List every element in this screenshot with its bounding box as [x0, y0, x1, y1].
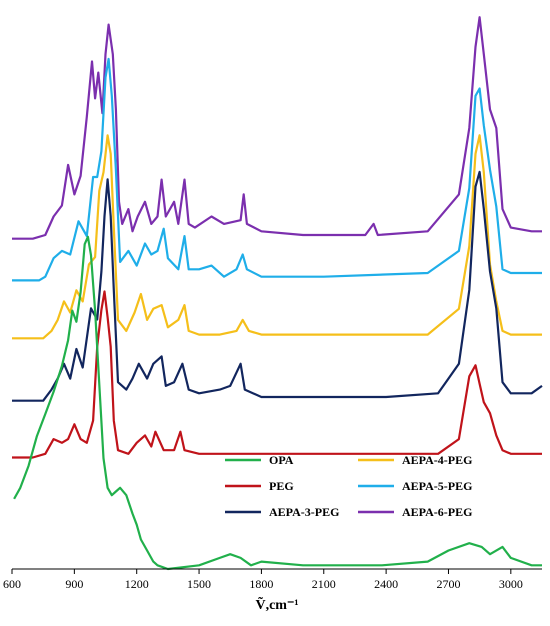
series-line-aepa-3-peg — [12, 170, 543, 402]
legend-label-opa: OPA — [269, 453, 294, 467]
series-line-peg — [12, 290, 542, 459]
x-tick-label: 3000 — [499, 577, 523, 591]
x-tick-label: 2700 — [436, 577, 460, 591]
series-line-aepa-4-peg — [12, 134, 542, 340]
x-axis-ticks: 600 900 1200 1500 1800 2100 2400 2700 3000 — [3, 569, 523, 591]
series-line-opa — [13, 235, 542, 571]
series-line-aepa-6-peg — [12, 16, 542, 240]
legend-label-aepa-6-peg: AEPA-6-PEG — [402, 505, 472, 519]
x-tick-label: 2400 — [374, 577, 398, 591]
legend-label-aepa-5-peg: AEPA-5-PEG — [402, 479, 472, 493]
x-tick-label: 900 — [65, 577, 83, 591]
series-layer — [12, 16, 543, 571]
legend: OPA AEPA-4-PEG PEG AEPA-5-PEG AEPA-3-PEG AEPA… — [225, 453, 472, 519]
x-tick-label: 1500 — [187, 577, 211, 591]
x-axis-title: Ṽ,cm⁻¹ — [255, 595, 298, 613]
legend-label-peg: PEG — [269, 479, 294, 493]
legend-label-aepa-3-peg: AEPA-3-PEG — [269, 505, 339, 519]
legend-label-aepa-4-peg: AEPA-4-PEG — [402, 453, 472, 467]
x-tick-label: 1800 — [249, 577, 273, 591]
series-line-aepa-5-peg — [12, 57, 542, 282]
x-tick-label: 2100 — [312, 577, 336, 591]
x-tick-label: 600 — [3, 577, 21, 591]
x-tick-label: 1200 — [125, 577, 149, 591]
